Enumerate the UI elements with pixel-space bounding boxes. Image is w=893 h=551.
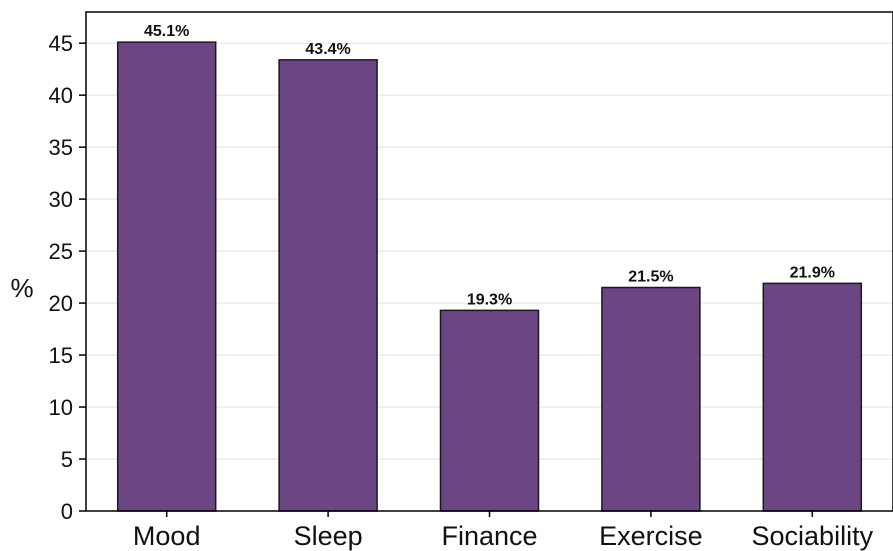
x-tick-label-finance: Finance — [441, 521, 537, 551]
data-label-exercise: 21.5% — [628, 268, 673, 285]
gridlines — [86, 42, 893, 460]
y-tick-label: 30 — [49, 187, 73, 212]
y-tick-label: 35 — [49, 135, 73, 160]
bar-sleep — [278, 59, 378, 512]
y-tick-label: 20 — [49, 291, 73, 316]
x-tick-label-sleep: Sleep — [294, 521, 363, 551]
y-tick-label: 0 — [61, 499, 73, 524]
y-tick-label: 5 — [61, 447, 73, 472]
data-label-finance: 19.3% — [467, 291, 512, 308]
x-tick-label-exercise: Exercise — [599, 521, 703, 551]
data-label-mood: 45.1% — [144, 23, 189, 40]
data-labels: 45.1% 43.4% 19.3% 21.5% 21.9% — [144, 23, 835, 308]
bar-finance — [439, 309, 540, 512]
y-axis-ticks: 0 5 10 15 20 25 30 35 40 45 — [49, 31, 86, 524]
bars — [116, 41, 863, 512]
x-tick-label-sociability: Sociability — [752, 521, 874, 551]
x-tick-label-mood: Mood — [133, 521, 201, 551]
bar-mood — [116, 41, 217, 512]
y-tick-label: 45 — [49, 31, 73, 56]
bar-sociability — [762, 282, 863, 512]
y-tick-label: 15 — [49, 343, 73, 368]
data-label-sleep: 43.4% — [305, 41, 350, 58]
y-tick-label: 25 — [49, 239, 73, 264]
x-axis-labels: Mood Sleep Finance Exercise Sociability — [133, 511, 874, 551]
y-axis-title: % — [10, 273, 33, 303]
data-label-sociability: 21.9% — [790, 264, 835, 281]
bar-exercise — [601, 286, 701, 512]
y-tick-label: 40 — [49, 83, 73, 108]
y-tick-label: 10 — [49, 395, 73, 420]
